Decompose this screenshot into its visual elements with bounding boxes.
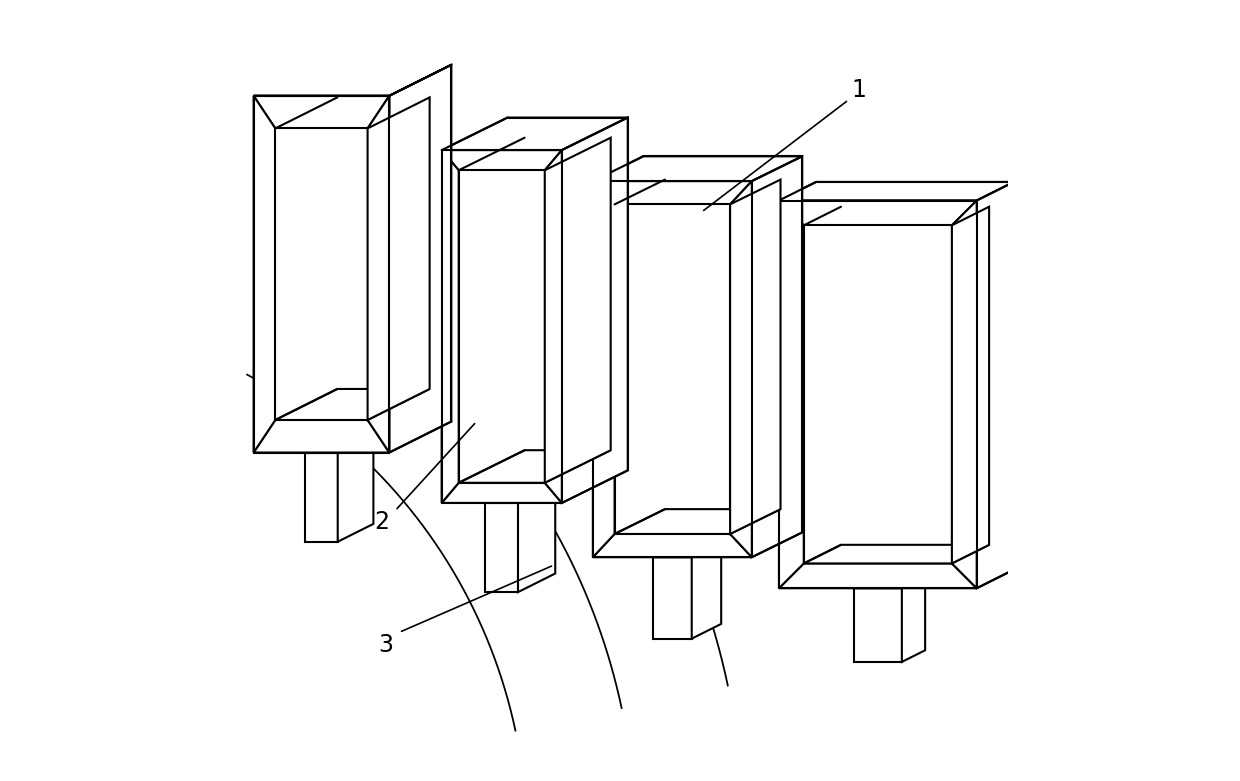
Polygon shape: [593, 181, 751, 205]
Polygon shape: [854, 576, 925, 588]
Polygon shape: [389, 65, 451, 452]
Polygon shape: [593, 534, 751, 557]
Polygon shape: [751, 156, 802, 557]
Polygon shape: [441, 118, 627, 150]
Polygon shape: [544, 137, 610, 483]
Polygon shape: [486, 503, 518, 592]
Polygon shape: [901, 576, 925, 662]
Polygon shape: [518, 484, 556, 592]
Polygon shape: [977, 182, 1014, 588]
Polygon shape: [779, 201, 977, 226]
Polygon shape: [952, 207, 990, 563]
Polygon shape: [337, 435, 373, 542]
Polygon shape: [593, 181, 615, 557]
Polygon shape: [730, 181, 751, 557]
Polygon shape: [441, 150, 562, 170]
Polygon shape: [254, 420, 389, 452]
Polygon shape: [804, 545, 990, 563]
Polygon shape: [854, 588, 901, 662]
Polygon shape: [254, 96, 275, 452]
Polygon shape: [779, 563, 977, 588]
Polygon shape: [275, 128, 367, 420]
Text: 1: 1: [852, 77, 867, 102]
Polygon shape: [804, 226, 952, 563]
Polygon shape: [779, 201, 804, 588]
Polygon shape: [367, 96, 389, 452]
Polygon shape: [305, 452, 337, 542]
Polygon shape: [459, 450, 610, 483]
Polygon shape: [593, 156, 802, 181]
Text: 2: 2: [374, 510, 389, 534]
Polygon shape: [305, 435, 373, 452]
Polygon shape: [254, 65, 451, 96]
Polygon shape: [544, 150, 562, 503]
Text: 3: 3: [378, 633, 393, 657]
Polygon shape: [367, 98, 429, 420]
Polygon shape: [692, 543, 722, 639]
Polygon shape: [441, 483, 562, 503]
Polygon shape: [653, 557, 692, 639]
Polygon shape: [653, 543, 722, 557]
Polygon shape: [730, 180, 780, 534]
Polygon shape: [275, 389, 429, 420]
Polygon shape: [562, 118, 627, 503]
Polygon shape: [459, 170, 544, 483]
Polygon shape: [615, 205, 730, 534]
Polygon shape: [486, 484, 556, 503]
Polygon shape: [254, 96, 389, 128]
Polygon shape: [779, 182, 1014, 201]
Polygon shape: [952, 201, 977, 588]
Polygon shape: [615, 509, 780, 534]
Polygon shape: [441, 150, 459, 503]
